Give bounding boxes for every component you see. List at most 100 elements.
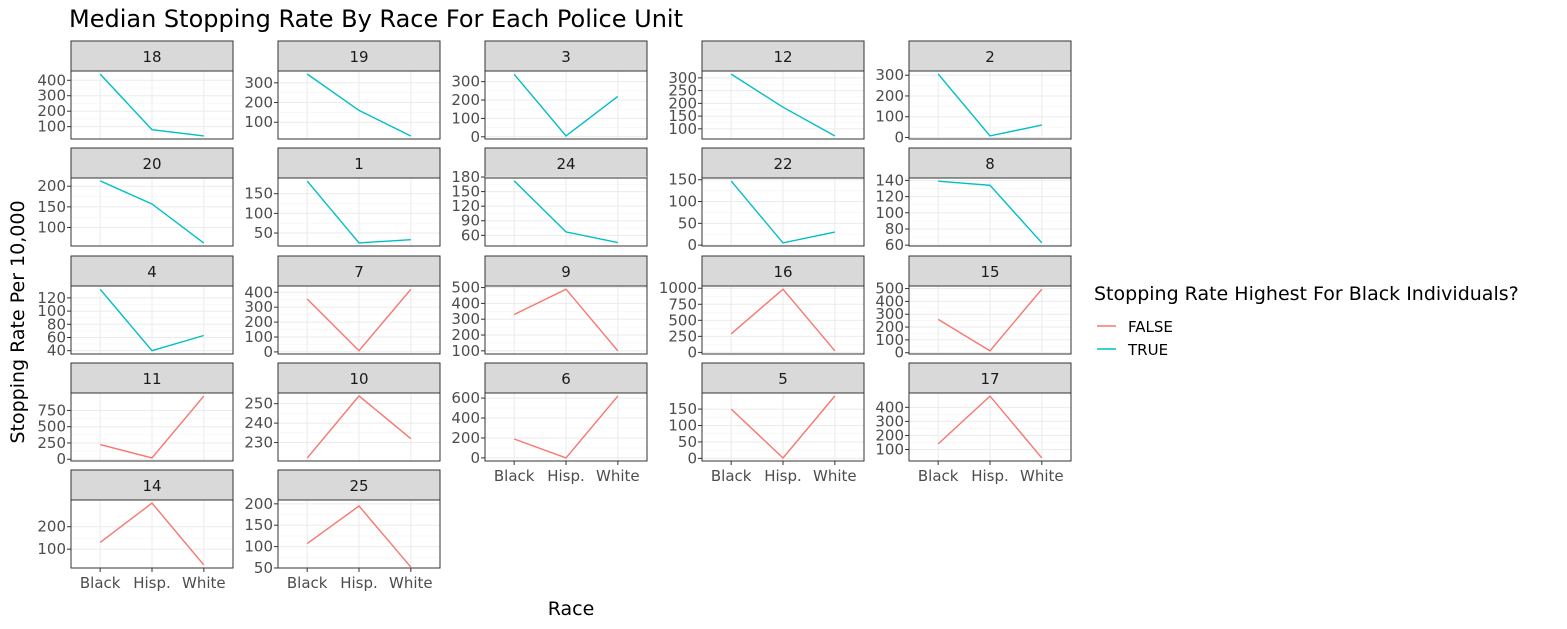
y-tick-label: 500 bbox=[668, 311, 697, 329]
y-tick-label: 100 bbox=[37, 540, 66, 558]
series-line-unit-5 bbox=[730, 395, 836, 460]
y-tick-label: 750 bbox=[37, 401, 66, 419]
facet-panel-20: 20 100 150 200 bbox=[37, 147, 234, 247]
facet-strip bbox=[70, 255, 234, 287]
y-tick-label: 500 bbox=[37, 418, 66, 436]
y-tick-label: 200 bbox=[244, 313, 273, 331]
y-tick-label: 150 bbox=[37, 198, 66, 216]
y-tick-label: 1000 bbox=[659, 279, 697, 297]
y-tick-label: 300 bbox=[451, 73, 480, 91]
panel-border bbox=[701, 177, 865, 247]
y-tick-label: 400 bbox=[875, 398, 904, 416]
y-tick-label: 150 bbox=[668, 400, 697, 418]
facet-strip-label: 22 bbox=[773, 155, 792, 173]
facet-strip-label: 1 bbox=[354, 155, 364, 173]
y-tick-label: 500 bbox=[875, 280, 904, 298]
y-tick-label: 80 bbox=[47, 315, 66, 333]
panel-border bbox=[277, 285, 441, 355]
y-tick-label: 200 bbox=[875, 426, 904, 444]
y-tick-label: 200 bbox=[244, 94, 273, 112]
y-tick-label: 200 bbox=[451, 326, 480, 344]
legend-label-true: TRUE bbox=[1127, 341, 1168, 359]
x-tick-label: Hisp. bbox=[971, 467, 1009, 485]
panel-border bbox=[70, 70, 234, 140]
series-line-unit-7 bbox=[306, 288, 412, 352]
x-tick-label: Black bbox=[918, 467, 959, 485]
panel-border bbox=[277, 177, 441, 247]
x-tick-label: White bbox=[182, 574, 226, 592]
y-tick-label: 60 bbox=[885, 236, 904, 254]
facet-strip bbox=[908, 147, 1072, 179]
series-line-unit-11 bbox=[100, 395, 205, 459]
y-tick-label: 50 bbox=[678, 433, 697, 451]
facet-strip-label: 18 bbox=[142, 48, 161, 66]
y-tick-label: 0 bbox=[687, 236, 697, 254]
facet-strip-label: 4 bbox=[147, 263, 157, 281]
y-tick-label: 250 bbox=[668, 327, 697, 345]
facet-strip-label: 12 bbox=[773, 48, 792, 66]
facet-strip-label: 7 bbox=[354, 263, 364, 281]
y-tick-label: 400 bbox=[875, 292, 904, 310]
series-line-unit-25 bbox=[306, 505, 412, 568]
legend-title: Stopping Rate Highest For Black Individu… bbox=[1094, 283, 1519, 305]
y-tick-label: 50 bbox=[254, 224, 273, 242]
facet-strip bbox=[908, 255, 1072, 287]
facet-strip-label: 11 bbox=[142, 370, 161, 388]
y-tick-label: 200 bbox=[451, 429, 480, 447]
y-tick-label: 300 bbox=[875, 66, 904, 84]
series-line-unit-22 bbox=[730, 180, 835, 244]
panel-border bbox=[701, 285, 865, 355]
series-line-unit-20 bbox=[99, 180, 205, 244]
y-tick-label: 0 bbox=[687, 449, 697, 467]
y-tick-label: 100 bbox=[875, 204, 904, 222]
legend-label-false: FALSE bbox=[1128, 318, 1173, 336]
facet-strip-label: 17 bbox=[980, 370, 999, 388]
y-tick-label: 100 bbox=[244, 538, 273, 556]
y-tick-label: 80 bbox=[885, 220, 904, 238]
facet-strip-label: 6 bbox=[561, 370, 571, 388]
y-tick-label: 100 bbox=[37, 118, 66, 136]
panel-border bbox=[484, 177, 648, 247]
y-tick-label: 400 bbox=[244, 283, 273, 301]
y-tick-label: 300 bbox=[244, 298, 273, 316]
panel-border bbox=[908, 177, 1072, 247]
x-tick-label: Hisp. bbox=[340, 574, 378, 592]
y-tick-label: 50 bbox=[678, 214, 697, 232]
y-tick-label: 0 bbox=[56, 450, 66, 468]
y-tick-label: 200 bbox=[244, 495, 273, 513]
y-tick-label: 100 bbox=[668, 193, 697, 211]
y-tick-label: 0 bbox=[687, 343, 697, 361]
facet-strip-label: 5 bbox=[778, 370, 788, 388]
facet-strip bbox=[70, 469, 234, 501]
panel-border bbox=[277, 392, 441, 462]
y-tick-label: 600 bbox=[451, 389, 480, 407]
series-line-unit-12 bbox=[730, 73, 836, 137]
y-tick-label: 150 bbox=[244, 185, 273, 203]
y-tick-label: 250 bbox=[668, 82, 697, 100]
panel-border bbox=[70, 177, 234, 247]
series-line-unit-1 bbox=[306, 180, 411, 244]
x-tick-label: Black bbox=[711, 467, 752, 485]
y-tick-label: 100 bbox=[875, 331, 904, 349]
y-tick-label: 150 bbox=[451, 183, 480, 201]
y-tick-label: 180 bbox=[451, 168, 480, 186]
y-tick-label: 200 bbox=[37, 102, 66, 120]
x-tick-label: Hisp. bbox=[764, 467, 802, 485]
facet-strip-label: 8 bbox=[985, 155, 995, 173]
y-tick-label: 120 bbox=[875, 188, 904, 206]
y-tick-label: 400 bbox=[37, 71, 66, 89]
series-line-unit-18 bbox=[99, 73, 204, 137]
facet-strip-label: 2 bbox=[985, 48, 995, 66]
y-axis-title: Stopping Rate Per 10,000 bbox=[7, 200, 29, 443]
x-tick-label: White bbox=[1020, 467, 1064, 485]
y-tick-label: 100 bbox=[668, 120, 697, 138]
